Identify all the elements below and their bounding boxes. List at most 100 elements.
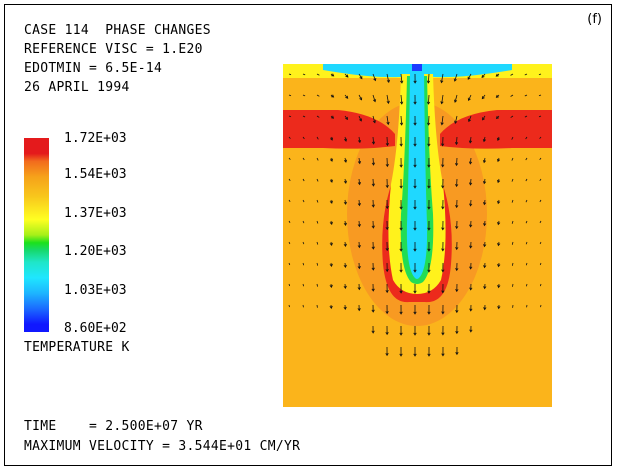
velocity-arrowhead: [454, 162, 459, 167]
velocity-arrowhead: [441, 269, 445, 273]
velocity-arrow: [316, 115, 320, 118]
velocity-arrowhead: [413, 227, 417, 231]
velocity-arrow: [372, 136, 375, 144]
velocity-arrowhead: [441, 143, 445, 147]
velocity-arrow: [524, 73, 528, 76]
velocity-arrowhead: [413, 332, 417, 336]
velocity-arrowhead: [413, 143, 417, 147]
velocity-arrow: [526, 283, 528, 287]
velocity-arrowhead: [497, 285, 501, 289]
velocity-arrowhead: [371, 288, 375, 292]
velocity-arrow: [302, 94, 306, 97]
velocity-arrowhead: [385, 269, 389, 273]
velocity-arrowhead: [385, 248, 389, 252]
velocity-arrowhead: [413, 353, 417, 357]
velocity-arrowhead: [427, 206, 431, 210]
velocity-arrowhead: [399, 143, 403, 147]
velocity-arrow: [316, 94, 320, 97]
velocity-arrowhead: [495, 73, 499, 77]
velocity-arrowhead: [455, 268, 459, 272]
velocity-arrowhead: [385, 353, 389, 357]
velocity-arrow: [539, 199, 542, 203]
velocity-arrowhead: [441, 185, 445, 189]
velocity-arrowhead: [454, 120, 458, 124]
velocity-arrow: [358, 157, 361, 164]
velocity-arrow: [302, 115, 306, 118]
velocity-arrowhead: [453, 99, 458, 103]
velocity-arrowhead: [400, 80, 404, 84]
velocity-arrowhead: [399, 353, 403, 357]
velocity-arrowhead: [343, 180, 348, 184]
velocity-arrowhead: [373, 77, 377, 82]
velocity-arrowhead: [427, 332, 431, 336]
velocity-arrowhead: [467, 76, 471, 80]
velocity-arrowhead: [330, 115, 335, 119]
velocity-arrow: [386, 115, 389, 125]
velocity-arrowhead: [343, 264, 347, 268]
velocity-arrowhead: [413, 164, 417, 168]
velocity-arrow: [372, 157, 374, 165]
velocity-arrowhead: [371, 204, 375, 208]
velocity-arrowhead: [329, 158, 333, 162]
velocity-arrowhead: [427, 311, 431, 315]
velocity-arrowhead: [399, 122, 404, 126]
velocity-arrow: [511, 262, 514, 266]
velocity-arrowhead: [497, 242, 501, 247]
velocity-arrowhead: [399, 101, 404, 105]
velocity-arrow: [288, 178, 291, 181]
velocity-arrowhead: [371, 225, 375, 229]
velocity-arrowhead: [385, 332, 389, 336]
velocity-arrow: [441, 115, 444, 125]
velocity-arrowhead: [468, 161, 473, 165]
velocity-arrowhead: [441, 206, 445, 210]
velocity-arrowhead: [399, 269, 403, 273]
velocity-arrowhead: [427, 248, 431, 252]
velocity-arrowhead: [482, 117, 485, 121]
velocity-arrow: [358, 73, 363, 79]
velocity-arrowhead: [440, 122, 444, 126]
velocity-arrow: [469, 157, 472, 164]
velocity-arrowhead: [385, 142, 389, 147]
velocity-arrow: [539, 220, 542, 224]
velocity-arrowhead: [441, 164, 445, 168]
velocity-arrow: [538, 73, 542, 76]
velocity-arrowhead: [399, 185, 403, 189]
velocity-arrowhead: [329, 179, 333, 183]
velocity-arrowhead: [496, 158, 501, 163]
velocity-arrowhead: [385, 290, 389, 294]
velocity-arrowhead: [467, 97, 471, 102]
figure-frame: [4, 4, 612, 466]
velocity-arrowhead: [371, 267, 375, 271]
velocity-arrow: [525, 262, 528, 266]
velocity-arrow: [539, 157, 542, 160]
velocity-arrowhead: [483, 265, 487, 269]
velocity-arrowhead: [343, 243, 347, 247]
case-title: CASE 114 PHASE CHANGES: [24, 23, 211, 38]
velocity-arrow: [524, 94, 528, 97]
velocity-arrowhead: [455, 310, 459, 314]
velocity-arrowhead: [413, 101, 417, 105]
velocity-arrowhead: [345, 95, 349, 99]
velocity-arrow: [302, 178, 305, 182]
velocity-arrowhead: [399, 248, 403, 252]
velocity-arrow: [469, 136, 472, 143]
velocity-arrowhead: [455, 183, 459, 188]
velocity-arrowhead: [455, 204, 459, 209]
velocity-arrowhead: [413, 185, 417, 189]
velocity-arrow: [456, 157, 458, 166]
velocity-arrowhead: [357, 287, 361, 291]
velocity-arrow: [358, 115, 362, 122]
velocity-arrowhead: [413, 206, 417, 210]
velocity-arrow: [302, 262, 305, 266]
velocity-arrowhead: [343, 201, 347, 205]
velocity-arrowhead: [413, 269, 417, 273]
velocity-arrow: [511, 220, 514, 224]
velocity-arrowhead: [413, 311, 417, 315]
velocity-arrow: [302, 136, 305, 140]
velocity-arrow: [316, 73, 320, 76]
velocity-arrow: [525, 220, 528, 224]
velocity-arrowhead: [426, 122, 431, 126]
velocity-arrowhead: [399, 311, 403, 315]
velocity-arrow: [539, 178, 542, 182]
velocity-arrow: [470, 178, 472, 185]
